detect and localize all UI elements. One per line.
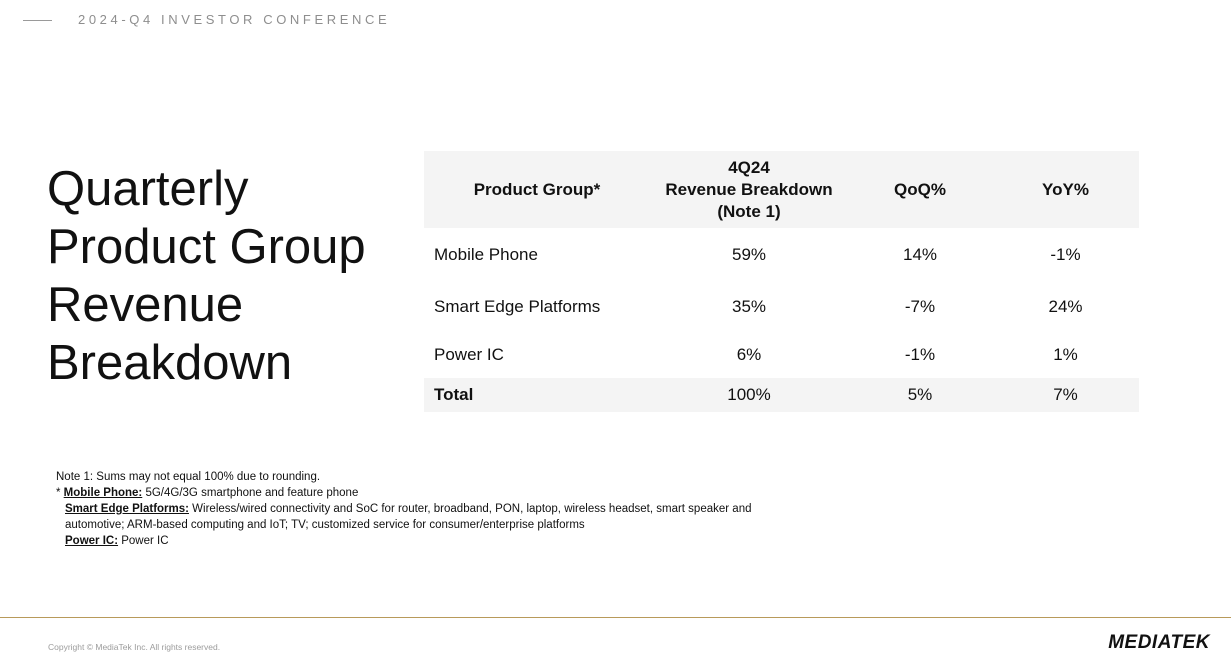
title-line: Breakdown bbox=[47, 336, 293, 390]
yoy-cell: -1% bbox=[1050, 245, 1081, 264]
note-smart-edge-continuation: automotive; ARM-based computing and IoT;… bbox=[65, 519, 585, 531]
yoy-cell: 24% bbox=[1048, 297, 1083, 316]
revenue-header-line: 4Q24 bbox=[728, 157, 770, 177]
revenue-header-line: (Note 1) bbox=[717, 201, 781, 221]
revenue-breakdown-table: Product Group* 4Q24 Revenue Breakdown (N… bbox=[424, 151, 1139, 412]
product-group-cell: Smart Edge Platforms bbox=[434, 297, 601, 316]
note-description: 5G/4G/3G smartphone and feature phone bbox=[142, 487, 359, 499]
column-header-yoy: YoY% bbox=[1042, 179, 1089, 199]
copyright-text: Copyright © MediaTek Inc. All rights res… bbox=[48, 642, 221, 652]
table-row: Mobile Phone 59% 14% -1% bbox=[424, 228, 1139, 282]
table-header-row: Product Group* 4Q24 Revenue Breakdown (N… bbox=[424, 151, 1139, 228]
table-row: Power IC 6% -1% 1% bbox=[424, 332, 1139, 378]
total-yoy-cell: 7% bbox=[1053, 385, 1078, 404]
footer-rule bbox=[0, 617, 1231, 618]
product-group-cell: Mobile Phone bbox=[434, 245, 538, 264]
conference-label: 2024-Q4 INVESTOR CONFERENCE bbox=[78, 12, 391, 27]
title-line: Quarterly bbox=[47, 162, 249, 216]
note-power-ic: Power IC: Power IC bbox=[56, 533, 816, 549]
note-mobile-phone: * Mobile Phone: 5G/4G/3G smartphone and … bbox=[56, 485, 816, 501]
note-1: Note 1: Sums may not equal 100% due to r… bbox=[56, 471, 321, 483]
total-qoq-cell: 5% bbox=[907, 385, 933, 404]
column-header-qoq: QoQ% bbox=[894, 179, 946, 199]
header-rule bbox=[23, 20, 52, 21]
column-header-revenue: 4Q24 Revenue Breakdown (Note 1) bbox=[650, 151, 848, 228]
title-line: Revenue bbox=[47, 278, 244, 332]
column-header-product-group: Product Group* bbox=[473, 179, 601, 199]
title-line: Product Group bbox=[47, 220, 366, 274]
revenue-cell: 59% bbox=[731, 245, 767, 264]
note-description: Power IC bbox=[118, 535, 169, 547]
note-term: Smart Edge Platforms: bbox=[65, 503, 189, 515]
qoq-cell: -7% bbox=[904, 297, 936, 316]
note-term: Mobile Phone: bbox=[63, 487, 143, 499]
footnotes: Note 1: Sums may not equal 100% due to r… bbox=[56, 469, 816, 549]
revenue-cell: 6% bbox=[736, 345, 762, 364]
page-title: Quarterly Product Group Revenue Breakdow… bbox=[47, 160, 397, 392]
note-description: Wireless/wired connectivity and SoC for … bbox=[188, 503, 752, 515]
product-group-cell: Power IC bbox=[434, 345, 504, 364]
qoq-cell: 14% bbox=[902, 245, 938, 264]
total-revenue-cell: 100% bbox=[727, 385, 771, 404]
revenue-cell: 35% bbox=[731, 297, 767, 316]
note-smart-edge-platforms: Smart Edge Platforms: Wireless/wired con… bbox=[56, 501, 816, 517]
total-label-cell: Total bbox=[434, 385, 474, 404]
mediatek-logo: MEDIATEK bbox=[1108, 632, 1210, 653]
table-row: Smart Edge Platforms 35% -7% 24% bbox=[424, 282, 1139, 332]
note-term: Power IC: bbox=[65, 535, 119, 547]
revenue-header-line: Revenue Breakdown bbox=[665, 179, 833, 199]
table-total-row: Total 100% 5% 7% bbox=[424, 378, 1139, 412]
qoq-cell: -1% bbox=[904, 345, 936, 364]
yoy-cell: 1% bbox=[1053, 345, 1078, 364]
note-asterisk: * bbox=[56, 487, 64, 499]
